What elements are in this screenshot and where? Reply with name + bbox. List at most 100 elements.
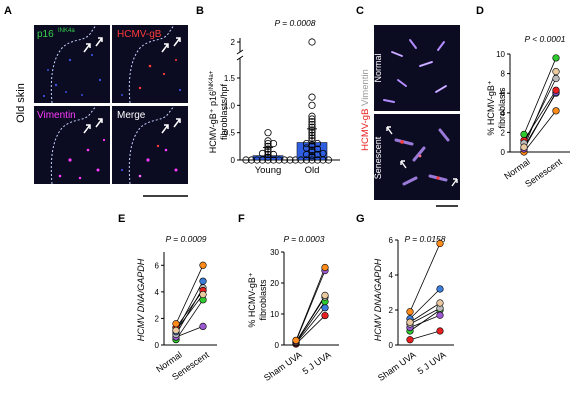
data-point-old [308, 101, 316, 109]
x-category-label: Senescent [523, 156, 564, 189]
data-point-sham-uva [292, 336, 300, 344]
data-point-old [308, 123, 316, 131]
x-category-label: Sham UVA [376, 350, 418, 383]
panel-letter-g: G [356, 213, 365, 225]
y-tick-label: 0 [501, 148, 506, 157]
panel-c-side-label-a: HCMV-gB [360, 109, 371, 151]
panel-g-ylabel: HCMV DNA/GAPDH [373, 258, 383, 341]
data-point-young [264, 145, 272, 153]
pair-line [175, 294, 204, 331]
axis-break-mark [236, 49, 244, 55]
panel-letter-c: C [356, 5, 364, 17]
data-point-5-j-uva [436, 327, 444, 335]
data-point-old [308, 152, 316, 160]
data-point-young [264, 156, 272, 164]
data-point-normal [172, 320, 180, 328]
y-tick-label: 2 [389, 306, 394, 315]
y-tick-label: 1.5 [224, 74, 236, 83]
micrograph-label-merge: Merge [117, 110, 146, 121]
y-tick-label: 10 [496, 50, 505, 59]
x-category-label: Old [305, 165, 320, 176]
pair-line [409, 330, 441, 341]
chart-b: 0 0.5 1.0 1.5 2 Young Old [224, 38, 340, 176]
panel-f-ylabel: % HCMV-gB⁺ fibroblasts [247, 272, 268, 328]
pair-line [409, 314, 441, 328]
data-point-sham-uva [406, 336, 414, 344]
data-point-senescent [199, 322, 207, 331]
pair-line [175, 299, 204, 340]
svg-text:HCMV-gB⁺ p16INK4a+: HCMV-gB⁺ p16INK4a+ [208, 70, 218, 153]
panel-b-ylabel-main: HCMV-gB⁺ p16 [208, 91, 218, 153]
pair-line [295, 301, 326, 343]
pair-line [523, 78, 557, 144]
y-tick-label: 2 [501, 128, 506, 137]
pair-line [175, 265, 204, 324]
data-point-young [280, 156, 289, 164]
panel-b-ylabel-sup: INK4a+ [209, 70, 215, 91]
data-point-senescent [552, 107, 560, 115]
data-point-5-j-uva [321, 263, 329, 272]
pair-line [295, 315, 326, 345]
data-point-normal [520, 143, 528, 151]
panel-b-p-value: P = 0.0008 [274, 18, 315, 28]
micrograph-label-vimentin: Vimentin [37, 110, 76, 121]
x-category-label: Sham UVA [262, 350, 304, 383]
data-point-young [247, 156, 256, 164]
data-point-young [264, 140, 272, 148]
svg-text:HCMV-gB Vimentin: HCMV-gB Vimentin [360, 69, 371, 151]
y-tick-label: 0 [389, 341, 394, 350]
data-point-young [242, 156, 250, 164]
panel-d-ylabel: % HCMV-gB⁺ fibroblasts [486, 80, 507, 136]
pair-line [295, 267, 326, 341]
x-category-label: Young [255, 165, 282, 176]
panel-b-ylabel: HCMV-gB⁺ p16INK4a+ fibroblasts/hpf [208, 70, 229, 153]
y-tick-label: 0.5 [224, 129, 236, 138]
data-point-old [319, 149, 327, 158]
data-point-old [308, 131, 316, 139]
y-tick-label: 6 [389, 236, 394, 245]
data-point-sham-uva [406, 318, 414, 326]
y-tick-label: 2 [231, 38, 236, 47]
micrograph-label-p16-sup: INK4a [58, 28, 75, 34]
data-point-old [308, 156, 316, 164]
bar-old [296, 142, 328, 161]
micrograph-p16: p16 INK4a [34, 24, 110, 104]
data-point-old [324, 156, 333, 164]
data-point-senescent [199, 261, 207, 269]
pair-line [295, 270, 326, 342]
y-tick-label: 2 [155, 314, 160, 323]
y-tick-label: 6 [501, 89, 506, 98]
pair-line [523, 57, 557, 135]
data-point-sham-uva [406, 308, 414, 316]
panel-d-p-value: P < 0.0001 [524, 34, 565, 44]
data-point-old [308, 118, 316, 126]
panel-f-ylabel-line2: fibroblasts [258, 279, 268, 321]
pair-line [175, 326, 204, 338]
data-point-young [264, 129, 272, 137]
data-point-young [286, 156, 294, 164]
pair-line [409, 309, 441, 332]
data-point-old [297, 156, 305, 164]
panel-letter-a: A [4, 5, 12, 17]
pair-line [175, 287, 204, 335]
data-point-5-j-uva [436, 239, 444, 248]
data-point-normal [520, 130, 528, 138]
y-tick-label: 0 [275, 341, 280, 350]
pair-line [409, 288, 441, 320]
data-point-old [308, 137, 316, 145]
panel-e-ylabel: HCMV DNA/GAPDH [136, 258, 146, 341]
panel-g-p-value: P = 0.0158 [404, 234, 445, 244]
data-point-young [264, 148, 272, 156]
pair-line [175, 290, 204, 328]
y-tick-label: 0 [155, 341, 160, 350]
data-point-old [308, 126, 316, 134]
micrograph-label-senescent: Senescent [373, 136, 383, 179]
panel-b-ylabel-line2: fibroblasts/hpf [219, 83, 229, 140]
micrograph-merge: Merge [112, 105, 188, 185]
data-point-old [308, 134, 316, 142]
y-tick-label: 10 [270, 310, 279, 319]
data-point-senescent [552, 74, 560, 83]
